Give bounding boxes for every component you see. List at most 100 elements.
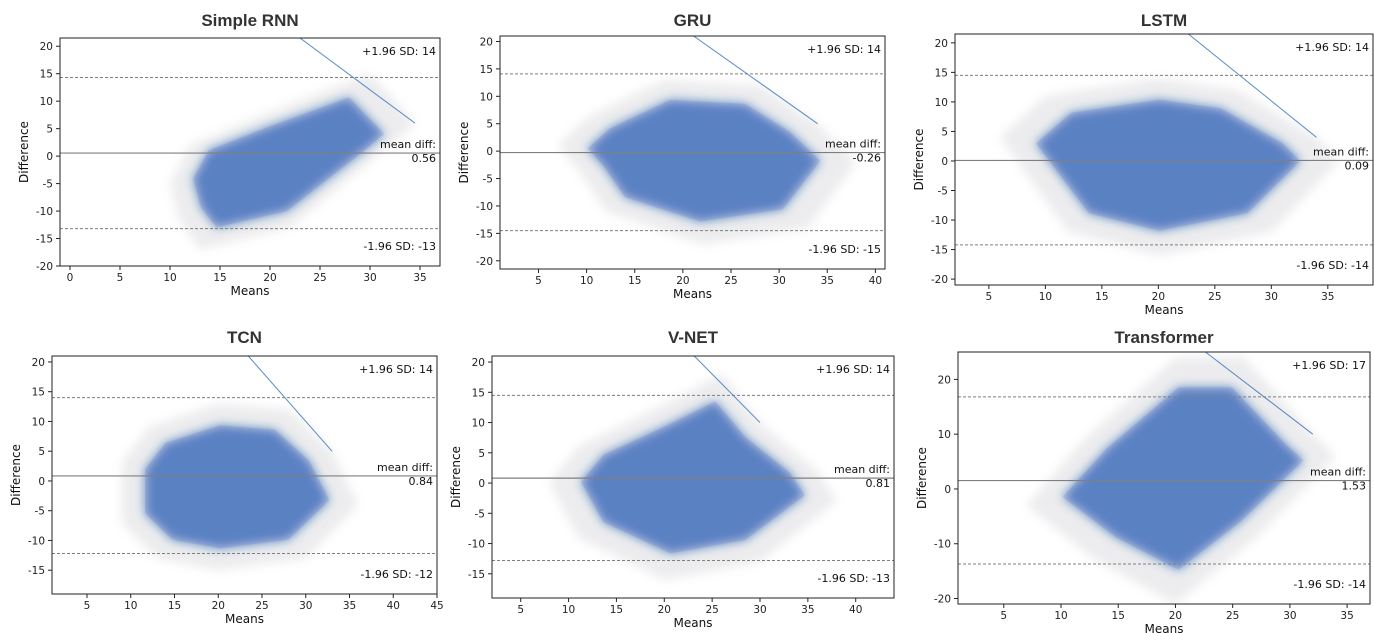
y-tick-label: 15 (472, 387, 485, 399)
mean-diff-annotation: mean diff: (1313, 145, 1369, 158)
scatter-core (145, 425, 330, 549)
x-tick-label: 30 (1283, 610, 1296, 622)
x-tick-label: 45 (430, 600, 443, 612)
y-tick-label: 15 (480, 64, 493, 76)
mean-diff-value: 0.81 (866, 477, 891, 490)
scatter-core-tint (587, 99, 821, 222)
mean-diff-value: 0.09 (1345, 159, 1370, 172)
y-tick-label: -20 (934, 594, 951, 606)
x-tick-label: 5 (117, 272, 124, 284)
mean-diff-value: 0.56 (412, 152, 437, 165)
y-tick-label: 15 (40, 69, 53, 81)
panel-data (557, 36, 857, 245)
x-tick-label: 20 (676, 275, 689, 287)
plot-frame (954, 33, 1374, 286)
panel-title: GRU (674, 11, 712, 30)
mean-diff-annotation: mean diff: (377, 461, 433, 474)
panel-data (549, 356, 837, 580)
panel-4: 5 10 15 20 25 30 35 40 45 -15 -10 -5 0 5 10 15 20 TCN Mean… (9, 328, 444, 626)
y-axis-label: Difference (912, 129, 926, 191)
x-tick-label: 15 (1095, 291, 1108, 303)
x-tick-label: 35 (801, 604, 814, 616)
plot-frame (59, 37, 441, 267)
x-tick-label: 15 (628, 275, 641, 287)
scatter-core-tint (193, 97, 385, 228)
panel-data (1026, 352, 1336, 604)
x-tick-label: 25 (1226, 610, 1239, 622)
x-tick-label: 10 (1039, 291, 1052, 303)
lower-sd-annotation: -1.96 SD: -13 (363, 240, 436, 253)
x-axis-label: Means (674, 616, 713, 630)
y-tick-label: 10 (480, 91, 493, 103)
x-axis-label: Means (1145, 622, 1184, 633)
scatter-core (581, 401, 805, 554)
lower-sd-annotation: -1.96 SD: -12 (360, 568, 433, 581)
y-tick-label: -15 (468, 569, 485, 581)
mean-diff-value: 0.84 (409, 475, 434, 488)
y-tick-label: 0 (38, 476, 45, 488)
x-tick-label: 10 (124, 600, 137, 612)
x-tick-label: 30 (299, 600, 312, 612)
y-tick-label: -10 (468, 539, 485, 551)
x-tick-label: 15 (213, 272, 226, 284)
x-tick-label: 10 (580, 275, 593, 287)
x-axis-label: Means (225, 612, 264, 626)
y-tick-label: -15 (36, 234, 53, 246)
x-axis-label: Means (1145, 303, 1184, 317)
x-tick-label: 35 (1340, 610, 1353, 622)
y-tick-label: 10 (472, 418, 485, 430)
y-axis-label: Difference (915, 447, 929, 509)
panel-data (122, 356, 359, 571)
scatter-core (1035, 99, 1301, 231)
y-tick-label: -5 (35, 506, 45, 518)
y-tick-label: 0 (46, 151, 53, 163)
scatter-core (1062, 387, 1304, 570)
x-tick-label: 5 (986, 291, 993, 303)
plot-frame (957, 351, 1371, 605)
mean-diff-annotation: mean diff: (825, 138, 881, 151)
y-tick-label: -10 (476, 201, 493, 213)
y-tick-label: 5 (941, 126, 948, 138)
upper-sd-annotation: +1.96 SD: 14 (1295, 41, 1369, 54)
plot-frame (499, 35, 886, 270)
y-tick-label: -20 (476, 256, 493, 268)
x-tick-label: 25 (705, 604, 718, 616)
scatter-boundary-line (299, 38, 416, 124)
y-tick-label: 20 (32, 357, 45, 369)
mean-diff-annotation: mean diff: (1310, 466, 1366, 479)
y-tick-label: 15 (935, 67, 948, 79)
y-tick-label: -5 (938, 186, 948, 198)
y-tick-label: 20 (40, 41, 53, 53)
x-tick-label: 15 (1112, 610, 1125, 622)
upper-sd-annotation: +1.96 SD: 14 (807, 43, 881, 56)
y-tick-label: -10 (36, 206, 53, 218)
lower-sd-annotation: -1.96 SD: -14 (1296, 259, 1369, 272)
y-tick-label: 0 (944, 484, 951, 496)
x-tick-label: 25 (313, 272, 326, 284)
y-tick-label: -10 (934, 539, 951, 551)
x-tick-label: 25 (255, 600, 268, 612)
panel-6: 5 10 15 20 25 30 35 -20 -10 0 10 20 Transformer Means… (915, 328, 1371, 633)
y-tick-label: -20 (931, 274, 948, 286)
x-tick-label: 20 (1152, 291, 1165, 303)
x-tick-label: 5 (1000, 610, 1007, 622)
y-tick-label: 5 (478, 448, 485, 460)
x-tick-label: 35 (413, 272, 426, 284)
x-tick-label: 40 (387, 600, 400, 612)
y-tick-label: -5 (483, 174, 493, 186)
panel-5: 5 10 15 20 25 30 35 40 -15 -10 -5 0 5 10 15 20 V-NET Mean… (449, 328, 895, 630)
y-tick-label: 20 (935, 38, 948, 50)
x-axis-label: Means (673, 287, 712, 301)
x-tick-label: 5 (84, 600, 91, 612)
upper-sd-annotation: +1.96 SD: 14 (816, 363, 890, 376)
y-tick-label: 15 (32, 387, 45, 399)
y-tick-label: 0 (478, 478, 485, 490)
mean-diff-value: -0.26 (853, 152, 881, 165)
panel-1: 0 5 10 15 20 25 30 35 -20 -15 -10 -5 0 5 10 15 20 Simple … (17, 11, 441, 298)
panel-title: V-NET (668, 328, 719, 347)
y-tick-label: 10 (938, 429, 951, 441)
scatter-boundary-line (693, 356, 761, 423)
y-tick-label: 10 (40, 96, 53, 108)
lower-sd-annotation: -1.96 SD: -14 (1293, 578, 1366, 591)
y-tick-label: 5 (46, 124, 53, 136)
